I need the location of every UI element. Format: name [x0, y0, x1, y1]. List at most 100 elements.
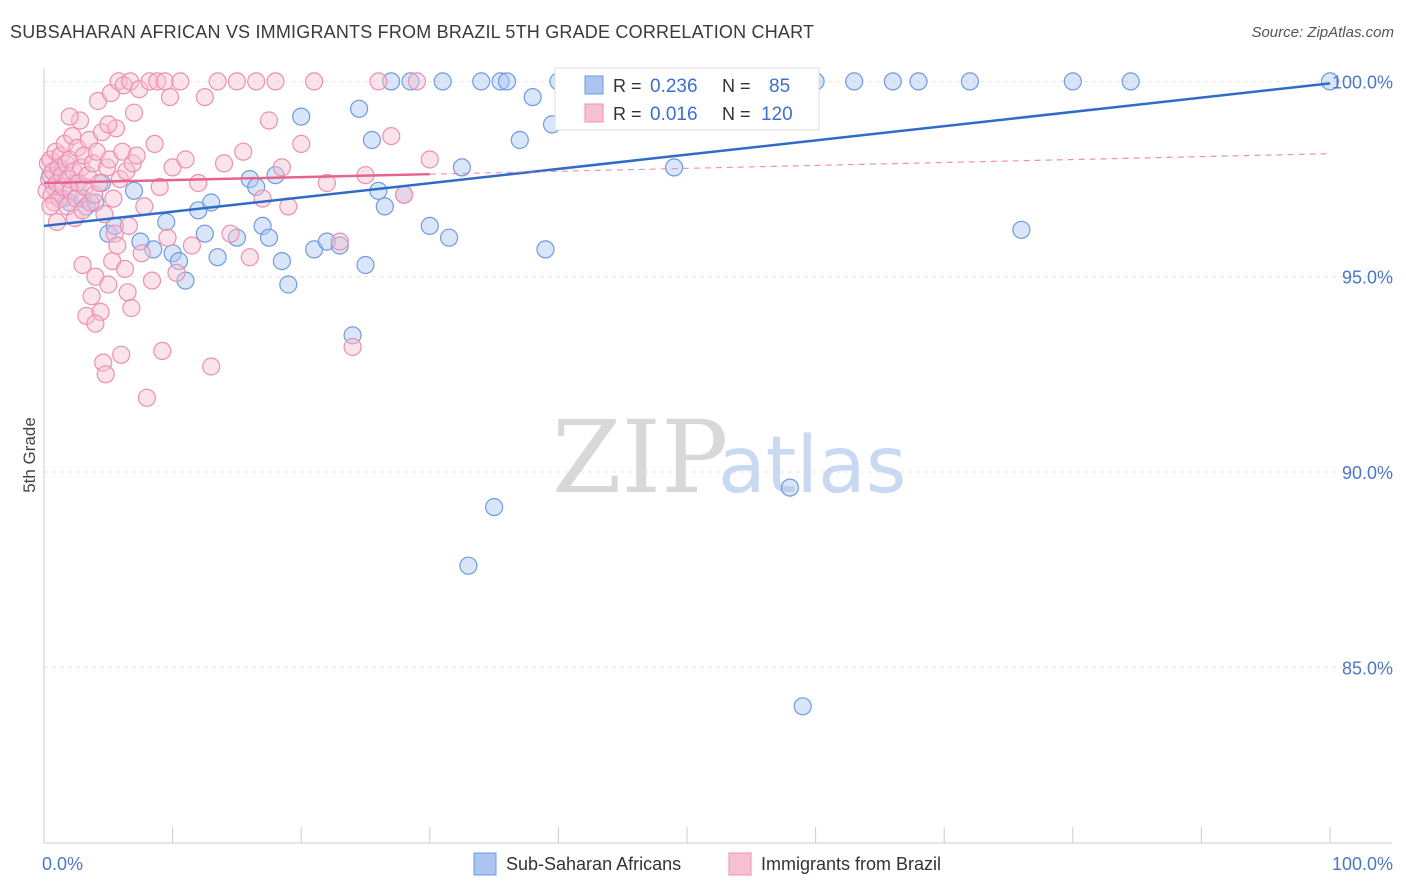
point-1-118 — [86, 314, 105, 333]
chart-source: Source: ZipAtlas.com — [1251, 24, 1394, 41]
point-1-53 — [105, 224, 124, 243]
point-1-61 — [115, 259, 135, 278]
point-0-68 — [664, 158, 684, 177]
point-1-80 — [155, 72, 174, 91]
point-1-52 — [104, 189, 123, 208]
point-0-31 — [292, 107, 311, 126]
point-0-51 — [491, 72, 510, 91]
point-1-107 — [343, 337, 362, 357]
legend-swatch-pink — [584, 103, 604, 123]
point-1-104 — [305, 72, 324, 91]
point-1-110 — [382, 127, 401, 146]
point-1-112 — [407, 72, 426, 91]
point-0-46 — [440, 228, 459, 247]
point-1-111 — [395, 185, 414, 204]
watermark-zip: ZIP — [552, 399, 728, 516]
trend-line-1 — [43, 172, 430, 185]
point-1-73 — [137, 388, 156, 407]
point-0-14 — [144, 240, 163, 259]
point-1-44 — [94, 353, 113, 372]
point-1-93 — [221, 224, 240, 243]
point-1-58 — [112, 345, 131, 364]
point-0-52 — [497, 72, 517, 91]
point-0-40 — [375, 197, 394, 216]
point-1-64 — [119, 216, 138, 235]
point-0-80 — [960, 72, 980, 91]
point-0-27 — [259, 228, 279, 247]
point-1-46 — [96, 365, 115, 384]
point-0-17 — [169, 252, 189, 271]
point-1-59 — [113, 142, 132, 161]
point-1-115 — [47, 212, 67, 232]
point-1-77 — [148, 72, 167, 91]
y-tick-label-2: 95.0% — [1342, 268, 1393, 288]
trend-lines — [43, 82, 1331, 228]
point-0-83 — [1121, 72, 1140, 91]
point-0-74 — [780, 478, 800, 497]
point-1-75 — [142, 271, 162, 290]
point-0-48 — [459, 556, 478, 575]
point-1-91 — [208, 72, 227, 91]
point-0-81 — [1012, 220, 1031, 239]
point-0-75 — [793, 697, 812, 716]
point-0-78 — [883, 72, 902, 91]
y-tick-label-3: 100.0% — [1332, 72, 1393, 92]
chart-title: SUBSAHARAN AFRICAN VS IMMIGRANTS FROM BR… — [10, 22, 815, 42]
legend-n-value-1: 85 — [769, 76, 790, 97]
point-1-113 — [420, 150, 439, 169]
point-1-68 — [124, 103, 144, 122]
point-0-15 — [157, 212, 176, 232]
bottom-legend: Sub-Saharan Africans Immigrants from Bra… — [473, 852, 941, 876]
point-1-55 — [108, 236, 127, 255]
point-0-49 — [472, 72, 491, 91]
y-axis-label: 5th Grade — [20, 417, 39, 493]
point-1-37 — [85, 185, 104, 204]
point-1-92 — [214, 154, 234, 173]
point-1-85 — [171, 72, 190, 91]
point-1-74 — [140, 72, 159, 91]
point-1-97 — [247, 72, 266, 91]
point-1-71 — [132, 244, 151, 263]
point-1-86 — [176, 150, 195, 169]
point-1-48 — [99, 275, 118, 294]
point-1-69 — [127, 146, 146, 165]
point-0-37 — [356, 255, 375, 275]
bottom-legend-swatch-blue — [473, 852, 497, 876]
x-tick-max: 100.0% — [1332, 854, 1393, 874]
legend-n-value-2: 120 — [761, 104, 793, 125]
legend-n-label-2: N = — [722, 104, 751, 124]
point-0-30 — [279, 275, 298, 294]
point-1-87 — [182, 236, 201, 255]
point-1-89 — [195, 87, 214, 107]
point-1-100 — [266, 72, 285, 91]
point-0-43 — [401, 72, 420, 91]
point-0-20 — [195, 224, 214, 243]
point-1-78 — [150, 177, 169, 196]
point-1-105 — [317, 173, 336, 193]
legend-r-label-2: R = — [613, 104, 642, 124]
y-tick-label-0: 85.0% — [1342, 658, 1393, 678]
point-1-103 — [292, 134, 311, 153]
trend-line-0 — [43, 82, 1331, 228]
point-1-106 — [330, 232, 349, 251]
point-0-45 — [433, 72, 452, 91]
x-tick-min: 0.0% — [42, 854, 83, 874]
point-1-94 — [227, 72, 246, 91]
point-1-28 — [73, 201, 92, 220]
point-1-84 — [167, 263, 186, 282]
point-0-41 — [382, 72, 401, 91]
point-1-82 — [160, 87, 180, 107]
legend-n-label-1: N = — [722, 76, 751, 96]
point-0-39 — [369, 181, 388, 200]
point-1-35 — [82, 287, 101, 306]
bottom-legend-label-1: Sub-Saharan Africans — [506, 854, 681, 874]
bottom-legend-label-2: Immigrants from Brazil — [761, 854, 941, 874]
legend-swatch-blue — [584, 75, 604, 95]
point-1-96 — [240, 248, 259, 267]
point-0-77 — [845, 72, 864, 91]
series-brazil-points — [37, 72, 439, 407]
y-tick-label-1: 90.0% — [1342, 463, 1393, 483]
legend-box: R = 0.236 N = 85 R = 0.016 N = 120 — [554, 67, 820, 131]
series-sub-saharan-points — [41, 72, 1340, 716]
point-1-63 — [118, 283, 137, 302]
